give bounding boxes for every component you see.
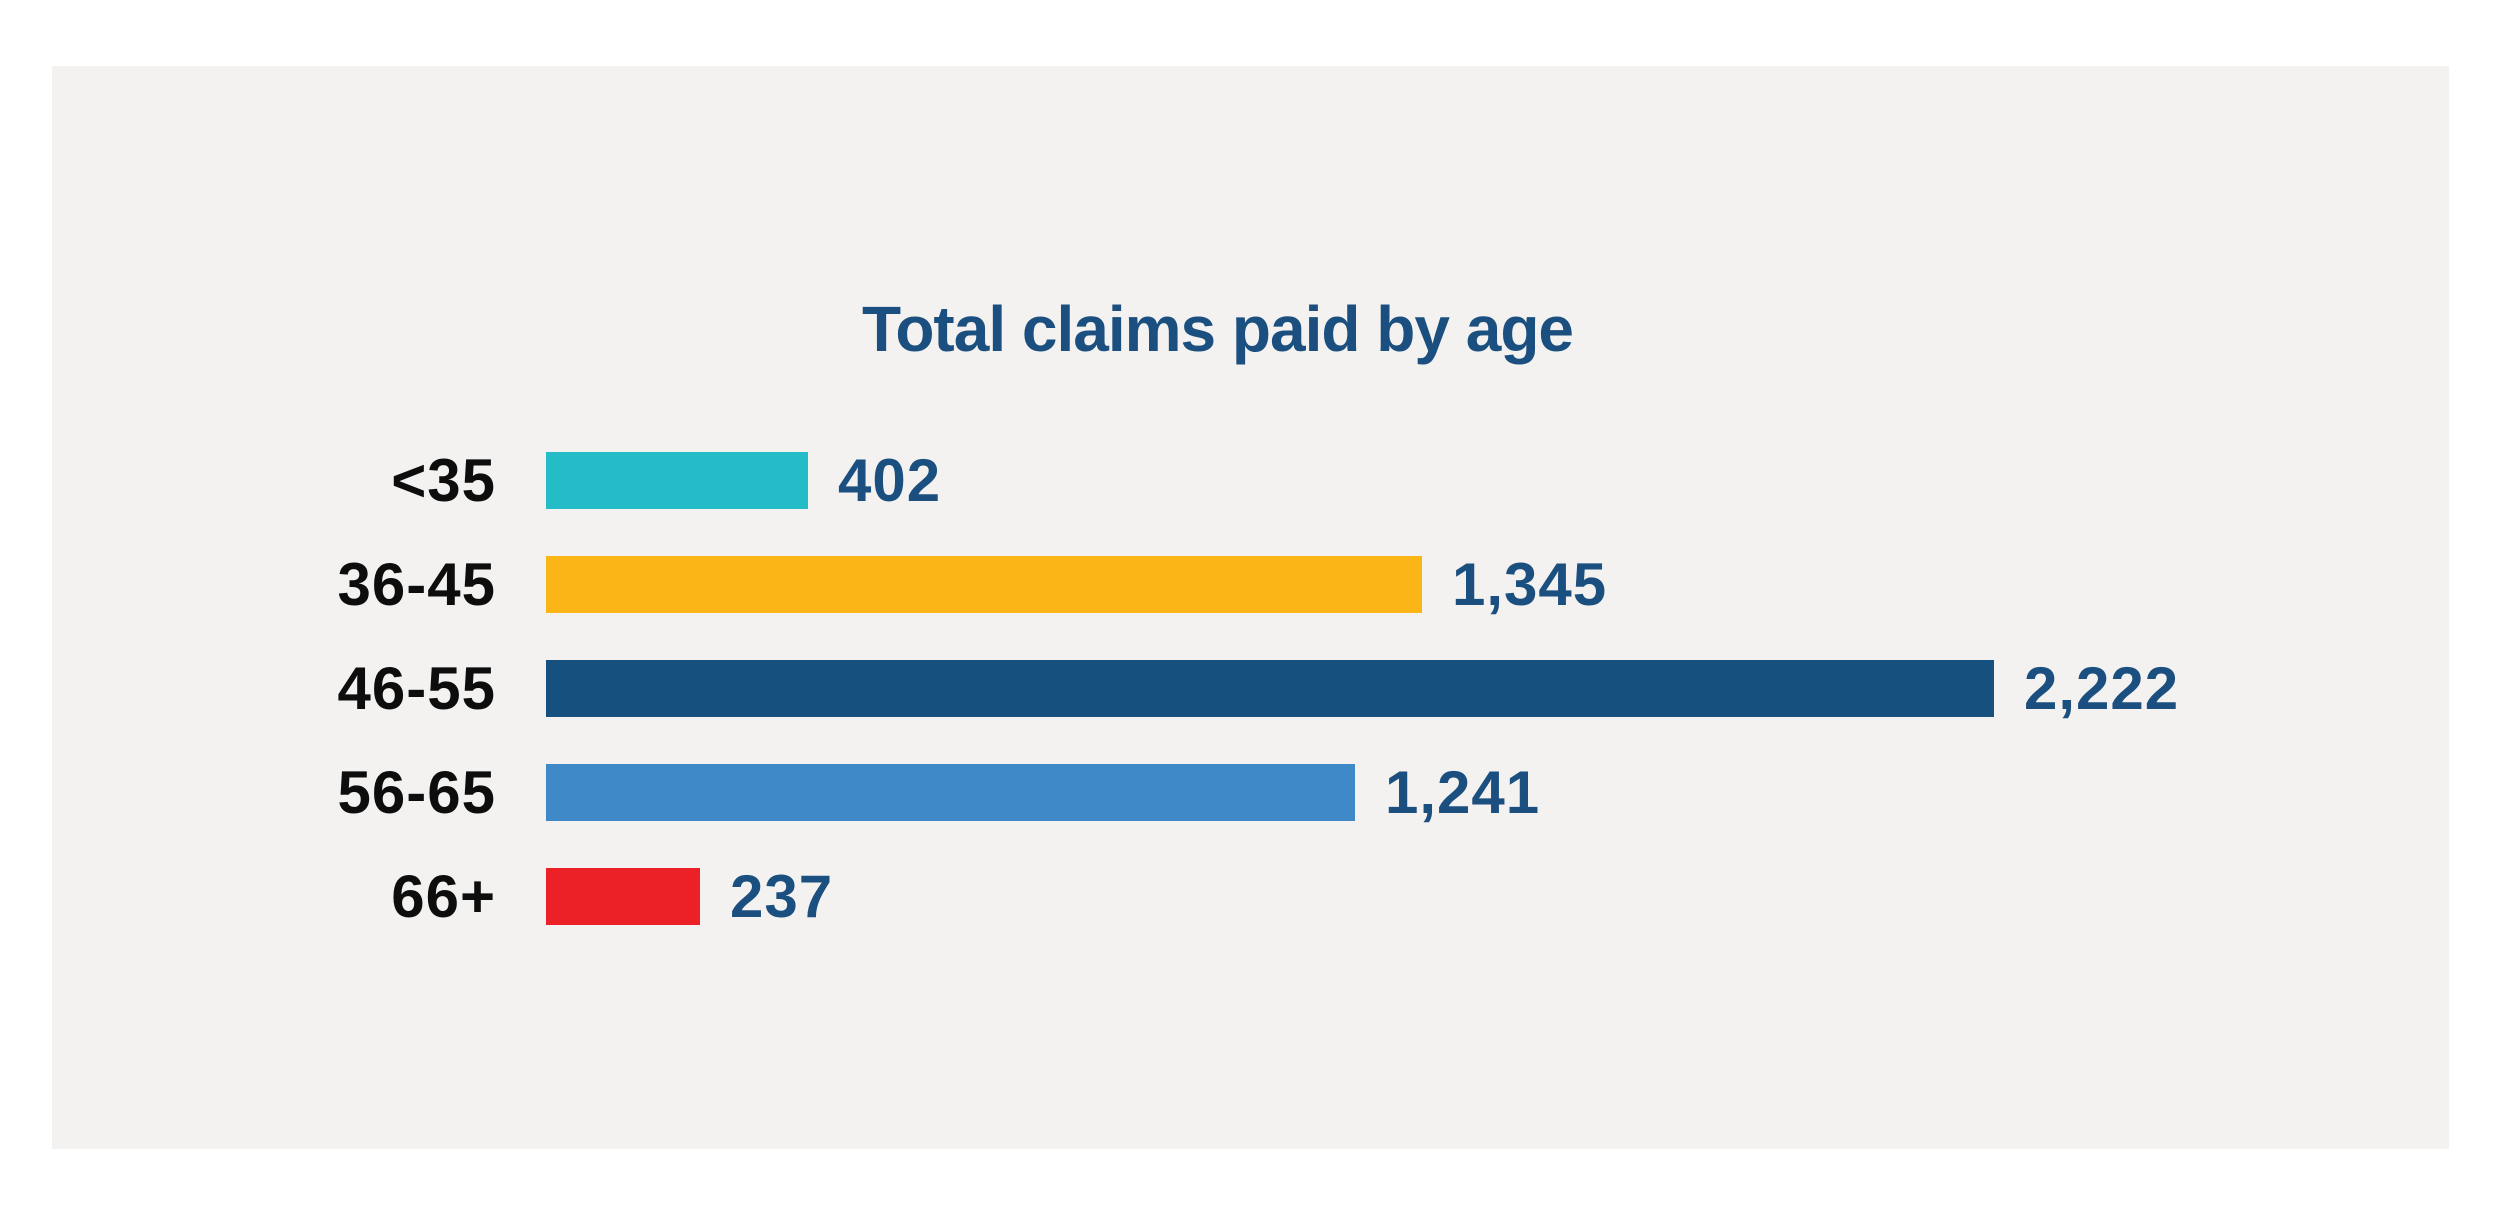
category-label: 36-45 <box>337 550 496 618</box>
bar-rows: <35 402 36-45 1,345 46-55 2,222 56-65 1,241 66+ 2… <box>52 66 2449 1149</box>
value-label: 402 <box>838 446 942 514</box>
bar-row: 66+ 237 <box>52 862 834 930</box>
value-label: 237 <box>730 862 834 930</box>
bar <box>546 764 1355 821</box>
value-label: 1,345 <box>1452 550 1608 618</box>
bar <box>546 556 1422 613</box>
bar <box>546 452 808 509</box>
category-label: 46-55 <box>337 654 496 722</box>
bar-row: 46-55 2,222 <box>52 654 2180 722</box>
value-label: 1,241 <box>1385 758 1541 826</box>
bar-row: <35 402 <box>52 446 942 514</box>
bar-row: 56-65 1,241 <box>52 758 1541 826</box>
chart-panel: Total claims paid by age <35 402 36-45 1,34… <box>52 66 2449 1149</box>
chart-title: Total claims paid by age <box>861 293 1574 365</box>
category-label: <35 <box>391 446 496 514</box>
category-label: 66+ <box>391 862 496 930</box>
bar <box>546 660 1994 717</box>
bar <box>546 868 700 925</box>
category-label: 56-65 <box>337 758 496 826</box>
value-label: 2,222 <box>2024 654 2180 722</box>
bar-row: 36-45 1,345 <box>52 550 1608 618</box>
